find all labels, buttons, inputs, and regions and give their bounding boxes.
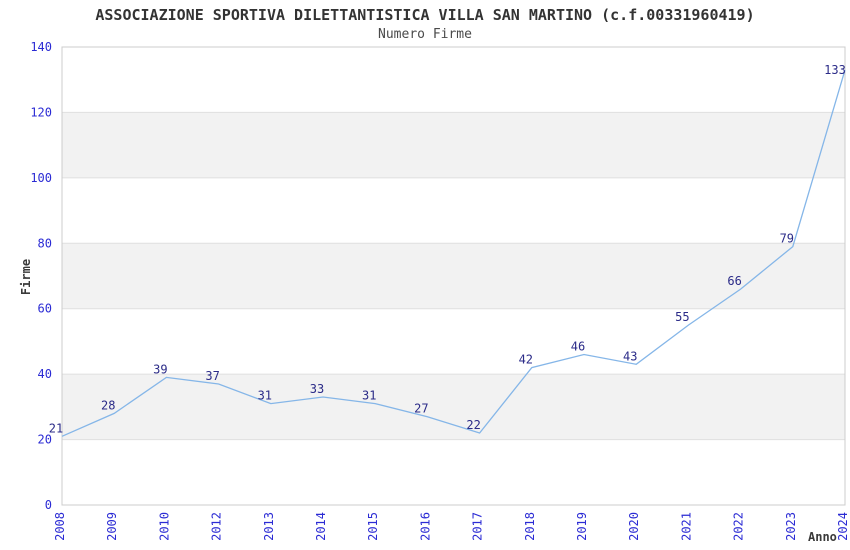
x-tick-label: 2010 [157,512,171,541]
plot-border [61,46,846,506]
x-tick-label: 2022 [732,512,746,541]
chart-title: ASSOCIAZIONE SPORTIVA DILETTANTISTICA VI… [95,6,755,24]
data-label: 22 [466,418,480,432]
data-label: 55 [675,310,689,324]
data-label: 31 [258,389,272,403]
data-label: 27 [414,402,428,416]
data-label: 133 [824,63,846,77]
x-tick-label: 2012 [210,512,224,541]
data-label: 31 [362,389,376,403]
data-label: 43 [623,349,637,363]
data-label: 37 [205,369,219,383]
data-label: 79 [780,232,794,246]
plot-band [62,112,845,178]
y-tick-label: 40 [38,367,52,381]
data-label: 46 [571,340,585,354]
x-tick-label: 2020 [627,512,641,541]
x-tick-label: 2015 [366,512,380,541]
x-tick-label: 2009 [105,512,119,541]
data-label: 39 [153,362,167,376]
data-label: 28 [101,398,115,412]
y-tick-label: 140 [30,40,52,54]
x-tick-label: 2019 [575,512,589,541]
y-tick-label: 100 [30,171,52,185]
y-tick-label: 20 [38,433,52,447]
y-tick-label: 60 [38,302,52,316]
data-label: 33 [310,382,324,396]
y-tick-label: 80 [38,236,52,250]
x-tick-label: 2024 [836,512,850,541]
data-label: 66 [727,274,741,288]
x-tick-label: 2018 [523,512,537,541]
data-label: 42 [519,353,533,367]
x-tick-label: 2021 [679,512,693,541]
data-label: 21 [49,421,63,435]
x-tick-label: 2008 [53,512,67,541]
y-tick-label: 0 [45,498,52,512]
x-tick-label: 2014 [314,512,328,541]
y-tick-label: 120 [30,105,52,119]
x-tick-label: 2016 [418,512,432,541]
x-tick-label: 2013 [262,512,276,541]
plot-band [62,243,845,309]
x-tick-label: 2023 [784,512,798,541]
x-tick-label: 2017 [471,512,485,541]
series-line [61,69,846,437]
chart-subtitle: Numero Firme [378,27,472,42]
plot-band [62,374,845,440]
x-axis-title: Anno [808,530,837,544]
